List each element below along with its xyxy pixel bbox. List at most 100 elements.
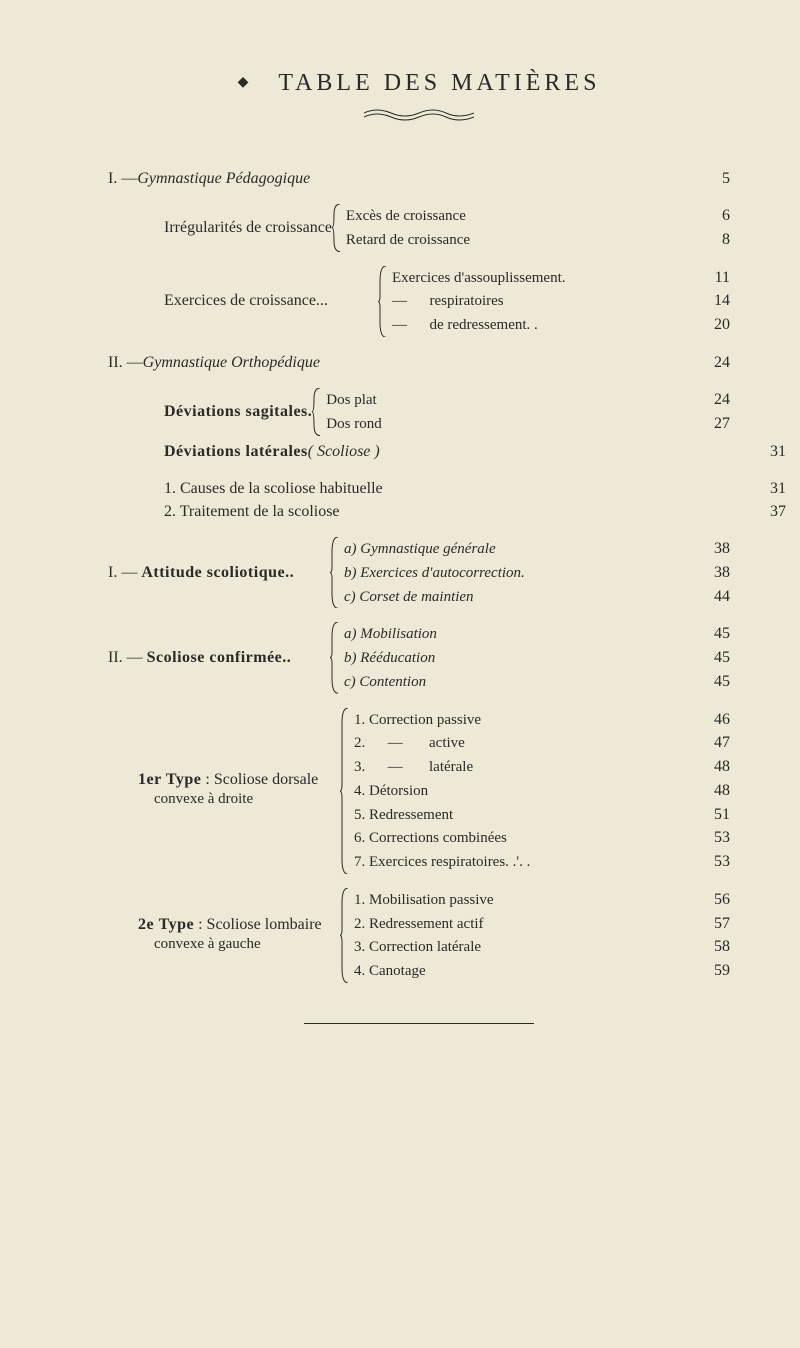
- item-text: 3. Correction latérale: [350, 937, 481, 959]
- page-number: 31: [756, 477, 786, 500]
- brace-group: 1er Type : Scoliose dorsale convexe à dr…: [108, 708, 730, 874]
- toc-line: b) Exercices d'autocorrection. 38: [340, 561, 730, 585]
- group-label-sub-row: convexe à gauche: [138, 934, 340, 956]
- page-number: 27: [700, 412, 730, 435]
- brace-icon: [340, 888, 350, 983]
- page-number: 56: [700, 888, 730, 911]
- toc-line: 7. Exercices respiratoires. .'. . 53: [350, 850, 730, 874]
- page-number: 44: [700, 585, 730, 608]
- item-text: 4. Canotage: [350, 961, 426, 983]
- page-number: 46: [700, 708, 730, 731]
- page-number: 38: [700, 561, 730, 584]
- group-label-num: II. —: [108, 649, 147, 666]
- brace-group: II. — Scoliose confirmée.. a) Mobilisati…: [108, 622, 730, 693]
- toc-line: I. — Gymnastique Pédagogique 5: [108, 167, 730, 190]
- group-label-type: Type: [166, 771, 201, 788]
- page-number: 11: [700, 266, 730, 289]
- brace-group: 2e Type : Scoliose lombaire convexe à ga…: [108, 888, 730, 983]
- group-label: II. — Scoliose confirmée..: [108, 649, 330, 667]
- group-label-ord: 2e: [138, 916, 159, 933]
- brace-group: I. — Attitude scoliotique.. a) Gymnastiq…: [108, 537, 730, 608]
- group-label: 2e Type : Scoliose lombaire convexe à ga…: [108, 916, 340, 956]
- toc-line: a) Gymnastique générale 38: [340, 537, 730, 561]
- section-number: I. —: [108, 167, 137, 190]
- toc-line: 4. Détorsion 48: [350, 779, 730, 803]
- item-text: 6. Corrections combinées: [350, 828, 507, 850]
- diamond-icon: ◆: [238, 74, 249, 91]
- group-label-sub-row: convexe à droite: [138, 789, 340, 811]
- item-text: Déviations latérales: [164, 440, 308, 463]
- toc-line: Dos rond 27: [322, 412, 730, 436]
- toc-line: 2. Redressement actif57: [350, 912, 730, 936]
- item-text: Retard de croissance: [342, 230, 470, 252]
- group-label-type: Type: [159, 916, 194, 933]
- item-text: 2. Traitement de la scoliose: [164, 500, 340, 523]
- group-label-text: Scoliose confirmée..: [147, 649, 292, 666]
- page-number: 45: [700, 670, 730, 693]
- group-label-text: Exercices de croissance...: [164, 292, 328, 309]
- page-number: 47: [700, 731, 730, 754]
- brace-group: Irrégularités de croissance Excès de cro…: [108, 204, 730, 252]
- page-title: TABLE DES MATIÈRES: [278, 70, 600, 97]
- brace-group: Déviations sagitales. Dos plat 24 Dos ro…: [108, 388, 730, 436]
- page-root: ◆ TABLE DES MATIÈRES I. — Gymnastique Pé…: [0, 0, 800, 1348]
- toc-line: Excès de croissance 6: [342, 204, 730, 228]
- toc-line: 4. Canotage59: [350, 959, 730, 983]
- toc-line: Déviations latérales ( Scoliose ) 31: [108, 440, 786, 463]
- toc-line: 1. Causes de la scoliose habituelle 31: [108, 477, 786, 500]
- item-text: Dos plat: [322, 390, 376, 412]
- page-number: 53: [700, 850, 730, 873]
- item-text: — de redressement. .: [388, 315, 538, 337]
- group-label-text: : Scoliose dorsale: [205, 771, 318, 788]
- page-number: 20: [700, 313, 730, 336]
- item-text: 1. Mobilisation passive: [350, 890, 494, 912]
- group-label-sub: convexe à droite: [138, 789, 253, 811]
- toc-line: 2. Traitement de la scoliose 37: [108, 500, 786, 523]
- group-label-text: Déviations sagitales.: [164, 403, 312, 420]
- page-number: 31: [756, 440, 786, 463]
- item-text: Exercices d'assouplissement.: [388, 268, 566, 290]
- title-row: ◆ TABLE DES MATIÈRES: [108, 70, 730, 97]
- page-number: 48: [700, 779, 730, 802]
- section-title: Gymnastique Orthopédique: [143, 351, 320, 374]
- title-rule: [364, 109, 474, 121]
- item-text: b) Rééducation: [340, 648, 435, 670]
- toc-line: c) Corset de maintien 44: [340, 585, 730, 609]
- item-text: 4. Détorsion: [350, 781, 428, 803]
- section-title: Gymnastique Pédagogique: [137, 167, 310, 190]
- page-number: 45: [700, 646, 730, 669]
- group-label-text: Irrégularités de croissance: [164, 219, 332, 236]
- page-number: 38: [700, 537, 730, 560]
- page-number: 45: [700, 622, 730, 645]
- item-text: a) Mobilisation: [340, 624, 437, 646]
- page-number: 57: [700, 912, 730, 935]
- group-label-num: I. —: [108, 564, 141, 581]
- item-text: Excès de croissance: [342, 206, 466, 228]
- item-text: b) Exercices d'autocorrection.: [340, 563, 525, 585]
- toc-line: — respiratoires 14: [388, 289, 730, 313]
- item-text: 7. Exercices respiratoires. .'. .: [350, 852, 530, 874]
- toc-line: 6. Corrections combinées53: [350, 826, 730, 850]
- toc-line: Dos plat 24: [322, 388, 730, 412]
- page-number: 6: [700, 204, 730, 227]
- toc-line: b) Rééducation 45: [340, 646, 730, 670]
- brace-icon: [378, 266, 388, 337]
- page-number: 5: [700, 167, 730, 190]
- toc-line: 1. Correction passive46: [350, 708, 730, 732]
- page-number: 37: [756, 500, 786, 523]
- group-label: I. — Attitude scoliotique..: [108, 564, 330, 582]
- page-number: 24: [700, 351, 730, 374]
- group-label: 1er Type : Scoliose dorsale convexe à dr…: [108, 771, 340, 811]
- toc-line: 2. — active47: [350, 731, 730, 755]
- brace-icon: [330, 622, 340, 693]
- toc-line: 3. — latérale48: [350, 755, 730, 779]
- group-label-text: Attitude scoliotique..: [141, 564, 294, 581]
- toc-line: 5. Redressement51: [350, 803, 730, 827]
- page-number: 14: [700, 289, 730, 312]
- group-label-ord: 1er: [138, 771, 166, 788]
- brace-icon: [330, 537, 340, 608]
- toc-line: 1. Mobilisation passive 56: [350, 888, 730, 912]
- toc-line: Exercices d'assouplissement. 11: [388, 266, 730, 290]
- group-label: Exercices de croissance...: [108, 292, 378, 310]
- toc-line: c) Contention 45: [340, 670, 730, 694]
